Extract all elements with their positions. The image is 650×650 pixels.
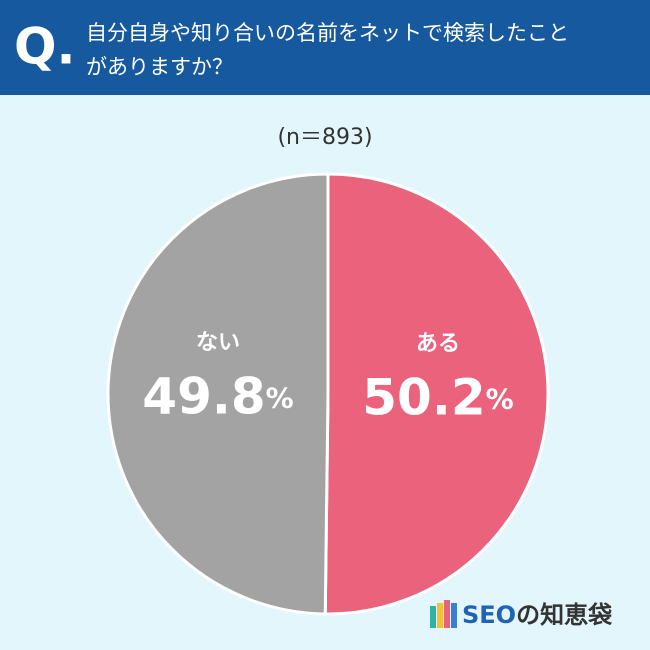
value-label: 49.8% (142, 367, 293, 425)
icon-bar (437, 603, 443, 628)
subtitle: (n＝893) (277, 125, 372, 150)
brand: SEOの知恵袋 (462, 601, 613, 629)
brand-icon (430, 600, 457, 628)
icon-bar (451, 603, 457, 628)
icon-bar (444, 600, 450, 628)
value-label: 50.2% (362, 368, 513, 426)
slice-label: ない (196, 330, 240, 355)
slice-label: ある (416, 332, 460, 357)
icon-bar (430, 606, 436, 628)
header (0, 0, 650, 95)
question-mark: Q. (14, 18, 76, 76)
title-line: がありますか？ (86, 55, 233, 79)
pie-slice (106, 172, 330, 616)
title-line: 自分自身や知り合いの名前をネットで検索したこと (86, 21, 569, 45)
pie-slice (323, 172, 550, 616)
